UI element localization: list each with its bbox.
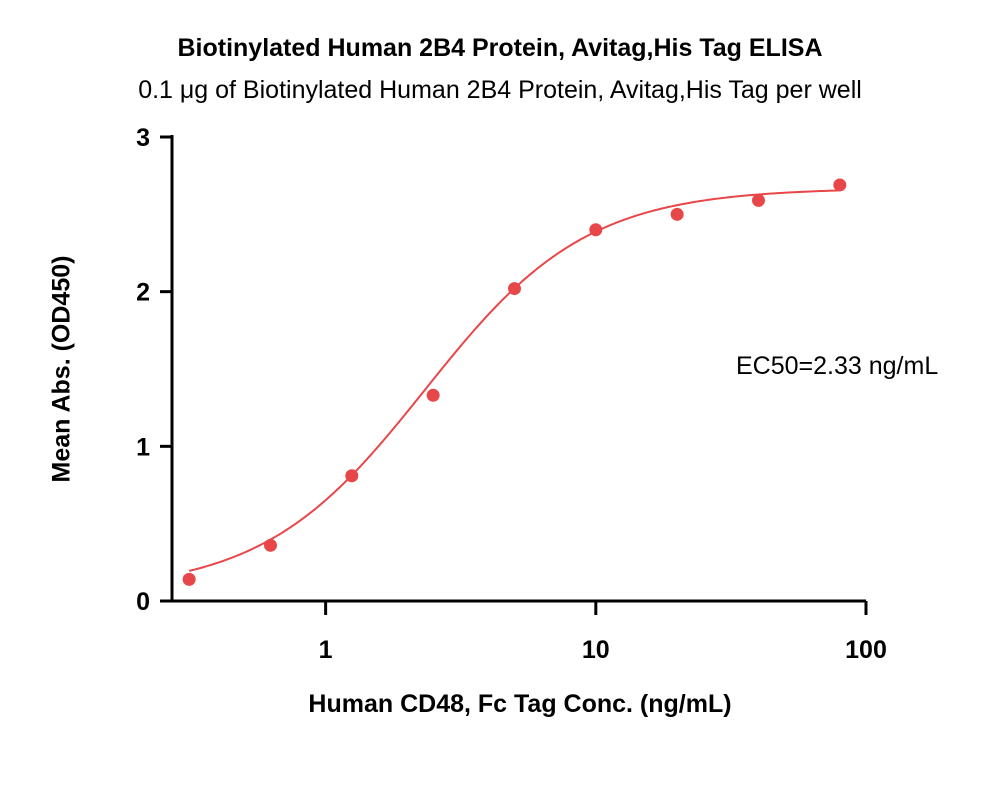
- y-tick-label: 0: [136, 588, 150, 616]
- data-point: [670, 207, 684, 221]
- data-point: [589, 223, 603, 237]
- chart-subtitle: 0.1 μg of Biotinylated Human 2B4 Protein…: [138, 76, 862, 104]
- data-point: [507, 282, 521, 296]
- data-point: [182, 572, 196, 586]
- data-point: [263, 538, 277, 552]
- x-tick-label: 100: [845, 636, 887, 664]
- data-point: [751, 193, 765, 207]
- x-tick-label: 10: [582, 636, 610, 664]
- ec50-annotation: EC50=2.33 ng/mL: [736, 352, 939, 380]
- data-point: [345, 469, 359, 483]
- x-tick-label: 1: [319, 636, 333, 664]
- y-tick-label: 2: [136, 279, 150, 307]
- y-axis-label: Mean Abs. (OD450): [47, 255, 76, 483]
- y-tick-label: 1: [136, 433, 150, 461]
- x-axis-label: Human CD48, Fc Tag Conc. (ng/mL): [308, 690, 732, 718]
- data-point: [426, 388, 440, 402]
- data-point: [833, 178, 847, 192]
- chart-title: Biotinylated Human 2B4 Protein, Avitag,H…: [177, 34, 823, 62]
- y-tick-label: 3: [136, 124, 150, 152]
